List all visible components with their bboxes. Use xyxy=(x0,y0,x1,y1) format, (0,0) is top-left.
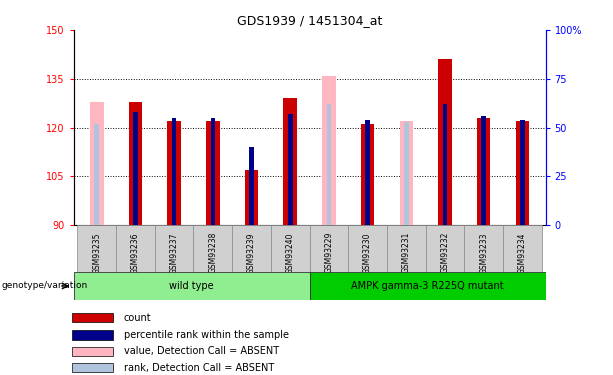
Text: GSM93229: GSM93229 xyxy=(324,232,333,273)
Bar xyxy=(206,121,219,225)
Bar xyxy=(172,118,177,225)
Text: rank, Detection Call = ABSENT: rank, Detection Call = ABSENT xyxy=(124,363,274,373)
Bar xyxy=(245,170,258,225)
FancyBboxPatch shape xyxy=(77,225,116,272)
Bar xyxy=(167,121,181,225)
Bar xyxy=(443,104,447,225)
FancyBboxPatch shape xyxy=(503,225,542,272)
Bar xyxy=(438,59,452,225)
Bar xyxy=(288,114,292,225)
FancyBboxPatch shape xyxy=(116,225,155,272)
Bar xyxy=(361,124,375,225)
Text: percentile rank within the sample: percentile rank within the sample xyxy=(124,330,289,340)
FancyBboxPatch shape xyxy=(194,225,232,272)
Title: GDS1939 / 1451304_at: GDS1939 / 1451304_at xyxy=(237,15,383,27)
Text: GSM93232: GSM93232 xyxy=(441,232,449,273)
Text: GSM93231: GSM93231 xyxy=(402,232,411,273)
Bar xyxy=(90,102,104,225)
FancyBboxPatch shape xyxy=(425,225,464,272)
Bar xyxy=(365,120,370,225)
FancyBboxPatch shape xyxy=(155,225,194,272)
Bar xyxy=(404,122,409,225)
Text: GSM93236: GSM93236 xyxy=(131,232,140,273)
Text: GSM93233: GSM93233 xyxy=(479,232,488,273)
Bar xyxy=(72,346,113,356)
Text: count: count xyxy=(124,313,151,322)
Bar xyxy=(94,124,99,225)
FancyBboxPatch shape xyxy=(387,225,425,272)
Bar xyxy=(520,120,525,225)
Bar xyxy=(516,121,529,225)
Text: GSM93237: GSM93237 xyxy=(170,232,178,273)
FancyBboxPatch shape xyxy=(310,225,348,272)
Bar xyxy=(477,118,490,225)
Bar xyxy=(129,102,142,225)
FancyBboxPatch shape xyxy=(348,225,387,272)
Text: wild type: wild type xyxy=(169,281,214,291)
Bar xyxy=(72,313,113,322)
Text: GSM93240: GSM93240 xyxy=(286,232,295,273)
Text: value, Detection Call = ABSENT: value, Detection Call = ABSENT xyxy=(124,346,279,356)
Bar xyxy=(481,116,486,225)
Bar xyxy=(400,121,413,225)
Text: GSM93239: GSM93239 xyxy=(247,232,256,273)
Text: GSM93234: GSM93234 xyxy=(518,232,527,273)
FancyBboxPatch shape xyxy=(310,272,546,300)
Text: AMPK gamma-3 R225Q mutant: AMPK gamma-3 R225Q mutant xyxy=(351,281,504,291)
FancyBboxPatch shape xyxy=(271,225,310,272)
Bar xyxy=(210,118,215,225)
Text: GSM93235: GSM93235 xyxy=(93,232,101,273)
Bar xyxy=(72,330,113,340)
FancyBboxPatch shape xyxy=(464,225,503,272)
FancyBboxPatch shape xyxy=(74,272,310,300)
Text: GSM93238: GSM93238 xyxy=(208,232,218,273)
Bar xyxy=(327,104,331,225)
Text: genotype/variation: genotype/variation xyxy=(1,281,88,290)
Text: GSM93230: GSM93230 xyxy=(363,232,372,273)
Bar xyxy=(249,147,254,225)
FancyBboxPatch shape xyxy=(232,225,271,272)
Bar xyxy=(72,363,113,372)
Bar xyxy=(322,75,336,225)
Bar xyxy=(133,112,138,225)
Bar xyxy=(283,98,297,225)
